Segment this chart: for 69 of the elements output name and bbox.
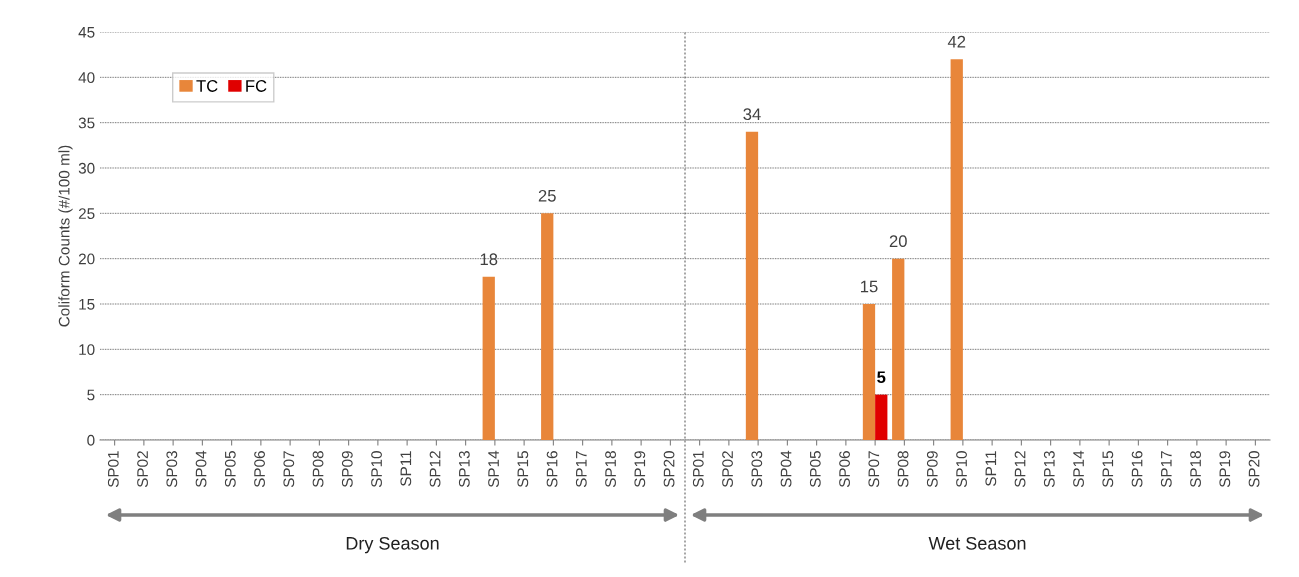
- y-tick-label: 30: [78, 162, 95, 174]
- text: Wet Season: [928, 536, 1026, 550]
- y-tick-label: 10: [79, 344, 95, 356]
- x-tick-label: SP04: [780, 450, 792, 488]
- bar: [745, 131, 759, 440]
- bar: [875, 394, 888, 440]
- x-tick-label: SP05: [224, 451, 236, 488]
- data-label: 25: [538, 189, 556, 202]
- y-tick-label: 15: [79, 299, 95, 310]
- data-label: 15: [860, 280, 878, 293]
- x-tick-label: SP07: [868, 451, 880, 488]
- y-axis-title: Coliform Counts (#/100 ml): [58, 145, 73, 327]
- x-tick-label: SP03: [751, 451, 763, 488]
- x-tick-label: SP04: [195, 450, 207, 488]
- data-label: 5: [877, 371, 886, 384]
- y-tick-label: 5: [87, 389, 95, 401]
- y-tick-label: 25: [78, 208, 95, 220]
- x-tick-label: SP09: [926, 451, 938, 488]
- bar: [950, 59, 963, 440]
- data-label: 20: [889, 235, 907, 248]
- y-tick-label: 45: [78, 27, 95, 38]
- x-tick-label: SP15: [517, 451, 529, 488]
- x-tick-label: SP08: [897, 451, 909, 488]
- data-label: 42: [947, 35, 966, 48]
- x-tick-label: SP14: [1073, 450, 1084, 488]
- x-tick-label: SP06: [254, 451, 265, 488]
- data-label: 34: [743, 108, 761, 121]
- x-tick-label: SP16: [546, 451, 558, 488]
- x-tick-label: SP11: [400, 451, 412, 486]
- x-tick-label: SP15: [1102, 451, 1114, 488]
- x-tick-label: SP18: [605, 451, 616, 488]
- x-tick-label: SP11: [985, 451, 997, 486]
- x-tick-label: SP10: [956, 451, 967, 488]
- y-tick-label: 20: [78, 253, 95, 265]
- x-tick-label: SP07: [283, 451, 295, 488]
- x-tick-label: SP01: [107, 451, 119, 488]
- x-tick-label: SP16: [1131, 451, 1143, 488]
- x-tick-label: SP02: [722, 451, 733, 488]
- y-tick-label: 40: [78, 72, 95, 84]
- x-tick-label: SP13: [458, 451, 470, 488]
- x-tick-label: SP19: [1219, 451, 1231, 488]
- data-label: 18: [480, 253, 498, 266]
- x-tick-label: SP12: [429, 451, 441, 488]
- bar: [862, 304, 876, 440]
- legend-label: FC: [246, 80, 267, 92]
- x-tick-label: SP20: [1248, 451, 1260, 488]
- x-tick-label: SP02: [137, 451, 148, 488]
- x-tick-label: SP03: [166, 451, 178, 488]
- x-tick-label: SP05: [809, 451, 821, 488]
- x-tick-label: SP08: [312, 451, 324, 488]
- bar: [541, 213, 554, 440]
- x-tick-label: SP06: [839, 451, 850, 488]
- x-tick-label: SP01: [692, 451, 704, 488]
- y-tick-label: 0: [87, 434, 95, 446]
- x-tick-label: SP10: [371, 451, 382, 488]
- x-tick-label: SP09: [341, 451, 353, 488]
- x-tick-label: SP14: [488, 450, 499, 488]
- bar: [482, 276, 495, 440]
- x-tick-label: SP17: [1160, 451, 1172, 488]
- bar: [892, 258, 905, 440]
- y-tick-label: 35: [78, 117, 95, 129]
- x-tick-label: SP13: [1043, 451, 1055, 488]
- x-tick-label: SP19: [634, 451, 646, 488]
- legend-label: TC: [196, 80, 218, 92]
- x-tick-label: SP20: [663, 451, 675, 488]
- x-tick-label: SP17: [575, 451, 587, 488]
- x-tick-label: SP12: [1014, 451, 1026, 488]
- x-tick-label: SP18: [1190, 451, 1201, 488]
- text: Dry Season: [346, 536, 439, 554]
